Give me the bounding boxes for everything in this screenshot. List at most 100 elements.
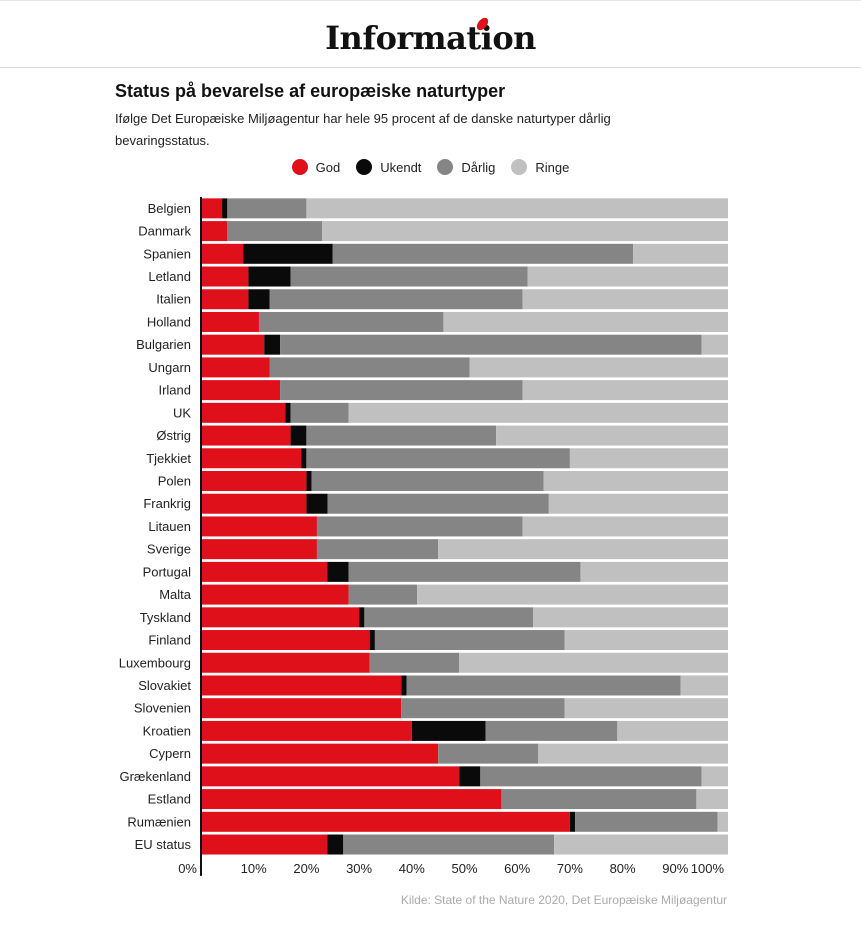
legend-swatch [511,159,528,175]
bar-segment-ringe [617,720,728,741]
bar-segment-ringe [533,607,728,628]
bar-segment-dårlig [280,380,523,401]
legend-label: Ringe [535,159,570,175]
bar-segment-dårlig [269,289,523,310]
bar-segment-ringe [522,516,728,537]
legend-swatch [291,159,308,175]
bar-segment-god [201,539,317,560]
legend-label: Ukendt [380,159,422,175]
bar-segment-ringe [527,266,728,287]
bar-segment-god [201,198,223,219]
bar-segment-dårlig [311,471,544,491]
legend-item-ukendt: Ukendt [356,159,421,175]
bar-segment-ukendt [327,834,344,855]
bar-segment-god [201,584,349,605]
bar-segment-ukendt [327,561,349,582]
bar-segment-god [201,675,402,696]
bar-segment-god [201,402,286,423]
category-label: Finland [148,633,191,648]
category-label: Slovakiet [138,678,191,693]
bar-segment-dårlig [501,789,697,810]
bar-segment-ringe [701,766,728,787]
bar-segment-ukendt [411,720,486,741]
bar-segment-dårlig [306,425,497,446]
x-tick-label: 40% [399,861,425,876]
legend-item-darlig: Dårlig [437,159,495,175]
bar-segment-ringe [522,380,728,401]
legend-swatch [356,159,373,175]
logo[interactable]: Information [325,19,536,57]
chart-title: Status på bevarelse af europæiske naturt… [115,81,506,101]
category-label: Danmark [138,224,191,239]
bar-segment-ringe [443,311,728,332]
category-label: Tjekkiet [146,451,191,466]
category-label: Estland [148,792,191,807]
bar-segment-ringe [696,789,728,810]
bar-segment-god [201,243,244,264]
bar-segment-god [201,311,259,332]
category-label: Portugal [143,564,192,579]
bar-segment-dårlig [316,539,439,560]
bar-segment-dårlig [258,311,444,332]
bar-segment-ringe [564,698,728,719]
category-label: Belgien [148,201,191,216]
bar-segment-ringe [306,198,728,219]
bar-segment-dårlig [374,630,565,651]
bar-segment-ukendt [248,266,291,287]
bar-segment-ukendt [222,198,228,219]
bar-segment-god [201,266,249,287]
bar-segment-god [201,425,291,446]
bar-segment-ukendt [401,675,407,696]
source-note: Kilde: State of the Nature 2020, Det Eur… [400,893,727,907]
bar-segment-dårlig [290,266,528,287]
x-tick-label: 10% [241,861,267,876]
bar-segment-ringe [717,811,728,832]
bar-segment-dårlig [269,357,470,378]
legend-item-ringe: Ringe [511,159,569,175]
bar-segment-ringe [564,630,728,651]
bar-segment-dårlig [280,334,702,355]
category-label: Litauen [148,519,191,534]
bar-segment-ringe [554,834,728,855]
bar-segment-god [201,380,281,401]
category-label: Irland [158,383,191,398]
bar-segment-dårlig [327,493,549,514]
x-tick-label: 60% [504,861,530,876]
bar-segment-god [201,471,307,491]
bar-segment-ukendt [459,766,481,787]
bar-segment-god [201,834,328,855]
x-tick-label: 90% [662,861,688,876]
bar-segment-dårlig [480,766,702,787]
bar-segment-dårlig [332,243,634,264]
category-label: Tyskland [140,610,191,625]
bar-segment-god [201,561,328,582]
bar-segment-dårlig [227,221,323,242]
bar-segment-ringe [680,675,728,696]
bar-segment-god [201,698,402,719]
x-tick-label: 30% [346,861,372,876]
bar-segment-ukendt [243,243,333,264]
bar-segment-god [201,607,360,628]
bar-segment-god [201,743,439,764]
bar-segment-dårlig [348,584,418,605]
chart-subtitle: Ifølge Det Europæiske Miljøagentur har h… [115,111,611,148]
category-label: Ungarn [148,360,191,375]
x-tick-label: 80% [610,861,636,876]
bar-segment-ringe [522,289,728,310]
bar-segment-dårlig [348,561,581,582]
category-label: Italien [156,292,191,307]
category-label: Sverige [147,542,191,557]
bar-segment-ukendt [290,425,307,446]
x-tick-label: 50% [451,861,477,876]
bar-segment-ringe [459,652,728,673]
category-label: UK [173,405,191,420]
bar-segment-dårlig [406,675,681,696]
bar-segment-ukendt [369,630,375,651]
category-label: Bulgarien [136,337,191,352]
category-label: Slovenien [134,701,191,716]
bar-segment-god [201,334,265,355]
x-tick-label: 100% [691,861,725,876]
bar-segment-dårlig [343,834,555,855]
x-tick-label: 70% [557,861,583,876]
